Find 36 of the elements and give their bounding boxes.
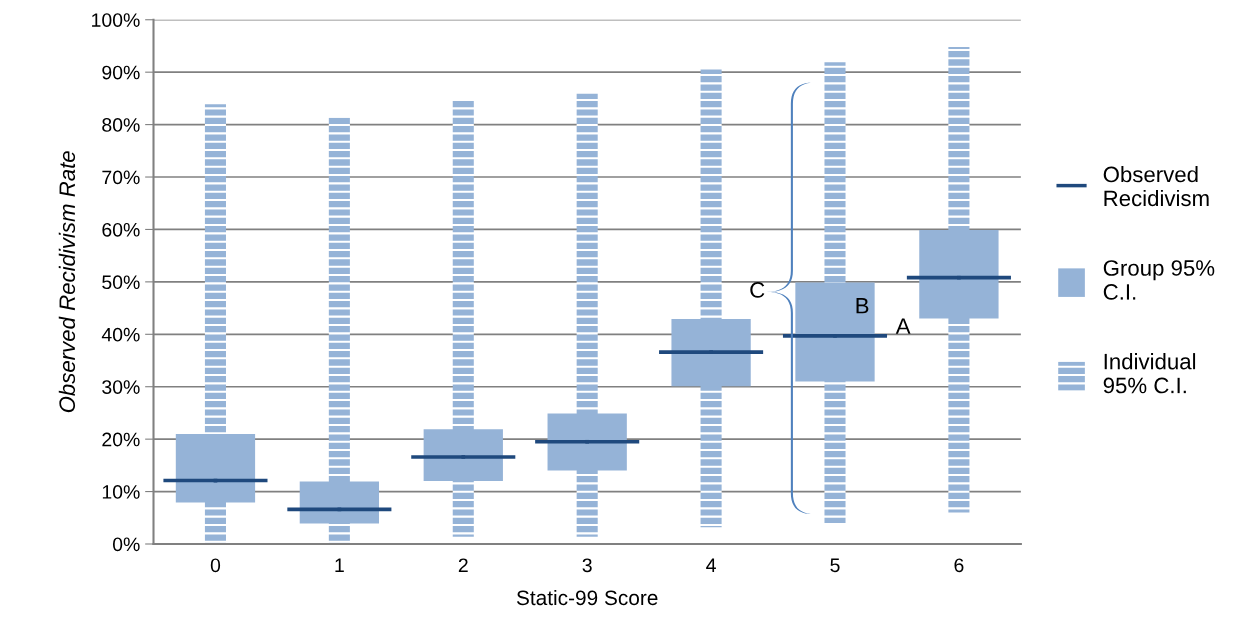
y-tick-label: 100% bbox=[92, 13, 140, 27]
legend-label: Observed Recidivism bbox=[1103, 166, 1209, 207]
y-tick-label: 10% bbox=[102, 485, 140, 499]
x-tick-label: 6 bbox=[954, 558, 964, 573]
x-tick-label: 2 bbox=[458, 558, 468, 572]
y-tick-label: 90% bbox=[102, 65, 140, 80]
x-tick-label: 3 bbox=[582, 558, 592, 573]
x-axis-title: Static-99 Score bbox=[516, 589, 658, 606]
y-tick-label: 50% bbox=[102, 275, 140, 290]
y-tick-label: 80% bbox=[102, 118, 140, 132]
x-tick-label: 0 bbox=[210, 558, 221, 573]
bar bbox=[423, 429, 503, 482]
y-tick-label: 20% bbox=[102, 432, 140, 447]
bar bbox=[299, 481, 380, 524]
point bbox=[585, 439, 590, 444]
y-axis-title: Observed Recidivism Rate bbox=[58, 151, 76, 413]
y-tick-label: 30% bbox=[102, 380, 140, 394]
bar bbox=[671, 319, 751, 387]
x-tick-label: 1 bbox=[335, 558, 344, 572]
bar bbox=[175, 433, 256, 503]
point bbox=[461, 455, 466, 459]
legend-label: Individual 95% C.I. bbox=[1103, 353, 1196, 394]
annotation: B bbox=[856, 298, 869, 314]
bar bbox=[795, 282, 875, 382]
y-tick-label: 70% bbox=[102, 170, 140, 185]
legend-label: Group 95% C.I. bbox=[1103, 260, 1215, 300]
bar bbox=[328, 117, 350, 543]
bar bbox=[547, 413, 627, 471]
annotation: A bbox=[895, 318, 911, 334]
annotation: C bbox=[750, 282, 765, 298]
bar bbox=[919, 229, 999, 319]
x-tick-label: 5 bbox=[830, 558, 840, 573]
x-tick-label: 4 bbox=[706, 558, 716, 572]
y-tick-label: 60% bbox=[102, 222, 140, 237]
y-tick-label: 0% bbox=[112, 537, 140, 552]
y-tick-label: 40% bbox=[101, 327, 140, 342]
